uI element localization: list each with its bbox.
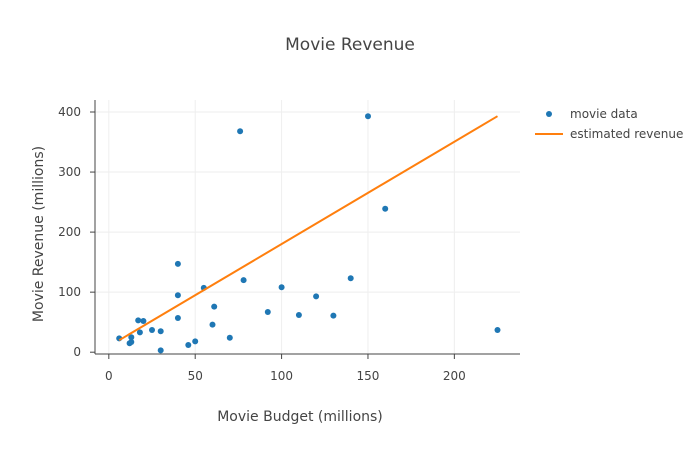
data-point <box>365 113 371 120</box>
legend-marker-swatch <box>546 111 552 117</box>
legend: movie data estimated revenue <box>535 107 683 141</box>
axes: 0 50 100 150 200 0 100 200 300 400 <box>58 100 520 383</box>
legend-label: movie data <box>570 107 638 121</box>
x-tick-label: 200 <box>443 369 466 383</box>
chart-title: Movie Revenue <box>285 35 415 55</box>
data-point <box>174 292 181 299</box>
data-point <box>494 327 501 333</box>
data-point <box>278 284 285 291</box>
x-axis-title: Movie Budget (millions) <box>217 409 383 425</box>
data-point <box>211 303 218 310</box>
data-point <box>382 205 389 212</box>
grid <box>95 100 520 354</box>
x-tick-label: 150 <box>357 369 380 383</box>
legend-label: estimated revenue <box>570 127 683 141</box>
data-point <box>330 312 337 319</box>
data-point <box>295 312 302 318</box>
data-point <box>313 293 320 300</box>
data-point <box>347 275 354 282</box>
y-tick-label: 0 <box>73 345 81 359</box>
data-point <box>264 309 271 315</box>
data-point <box>149 327 155 333</box>
plot-area <box>116 113 501 354</box>
data-point <box>135 317 142 324</box>
data-point <box>157 328 164 335</box>
y-tick-label: 300 <box>58 165 81 179</box>
data-point <box>157 347 164 354</box>
x-tick-label: 100 <box>270 369 293 383</box>
estimated-revenue-line <box>118 115 499 342</box>
y-tick-label: 100 <box>58 285 81 299</box>
data-point <box>240 277 247 284</box>
data-point <box>140 318 147 324</box>
data-point <box>192 338 199 345</box>
data-point <box>128 334 135 341</box>
data-point <box>136 329 143 336</box>
data-point <box>128 339 135 345</box>
x-tick-label: 0 <box>105 369 113 383</box>
x-tick-label: 50 <box>188 369 203 383</box>
y-tick-label: 200 <box>58 225 81 239</box>
y-tick-label: 400 <box>58 105 81 119</box>
data-point <box>209 321 216 328</box>
data-point <box>174 315 181 321</box>
data-point <box>237 128 244 135</box>
y-axis-title: Movie Revenue (millions) <box>31 146 47 322</box>
data-point <box>185 342 192 348</box>
data-point <box>174 260 181 267</box>
data-point <box>226 334 233 341</box>
